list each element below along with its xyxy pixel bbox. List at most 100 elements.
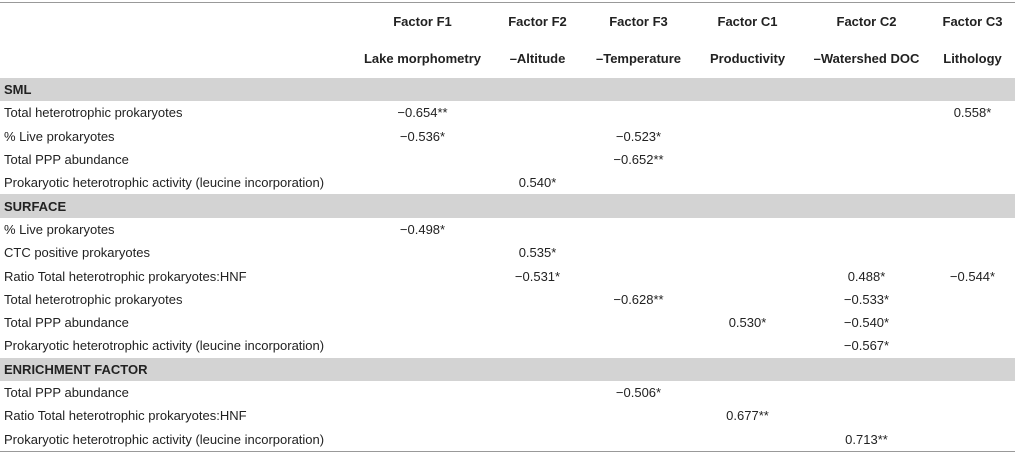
table-header: Factor F1 Factor F2 Factor F3 Factor C1 Fact… bbox=[0, 3, 1015, 79]
cell bbox=[585, 264, 692, 287]
row-label: Prokaryotic heterotrophic activity (leuc… bbox=[4, 175, 325, 191]
cell bbox=[930, 218, 1015, 241]
cell bbox=[585, 427, 692, 451]
cell bbox=[803, 381, 930, 404]
cell: 0.558* bbox=[953, 105, 992, 121]
cell bbox=[692, 288, 803, 311]
row-label: % Live prokaryotes bbox=[4, 128, 115, 144]
cell bbox=[585, 218, 692, 241]
cell bbox=[355, 311, 490, 334]
row-label: Prokaryotic heterotrophic activity (leuc… bbox=[4, 431, 325, 447]
row-label: Ratio Total heterotrophic prokaryotes:HN… bbox=[4, 408, 247, 424]
cell bbox=[803, 148, 930, 171]
cell: 0.530* bbox=[728, 315, 767, 331]
factor-description: Productivity bbox=[709, 51, 786, 66]
cell: −0.536* bbox=[399, 128, 446, 144]
section-title: SML bbox=[0, 78, 1015, 102]
cell: −0.540* bbox=[843, 315, 890, 331]
data-row: % Live prokaryotes −0.498* bbox=[0, 218, 1015, 241]
factor-description: –Temperature bbox=[595, 51, 681, 66]
cell bbox=[803, 404, 930, 427]
cell bbox=[355, 171, 490, 194]
data-row: Prokaryotic heterotrophic activity (leuc… bbox=[0, 427, 1015, 451]
cell bbox=[930, 334, 1015, 357]
data-row: Prokaryotic heterotrophic activity (leuc… bbox=[0, 334, 1015, 357]
cell: −0.531* bbox=[514, 268, 561, 284]
cell bbox=[490, 148, 585, 171]
cell bbox=[692, 381, 803, 404]
row-label: Total PPP abundance bbox=[4, 152, 129, 168]
cell bbox=[585, 404, 692, 427]
cell: 0.677** bbox=[726, 408, 769, 424]
row-label: Total heterotrophic prokaryotes bbox=[4, 291, 183, 307]
cell bbox=[930, 381, 1015, 404]
cell: −0.654** bbox=[397, 105, 448, 121]
data-row: Ratio Total heterotrophic prokaryotes:HN… bbox=[0, 264, 1015, 287]
cell bbox=[930, 288, 1015, 311]
cell bbox=[930, 241, 1015, 264]
cell bbox=[490, 427, 585, 451]
cell bbox=[355, 288, 490, 311]
cell bbox=[803, 218, 930, 241]
cell bbox=[930, 427, 1015, 451]
factor-name: Factor C3 bbox=[942, 13, 1003, 29]
header-cell bbox=[0, 3, 355, 40]
cell bbox=[803, 125, 930, 148]
cell: −0.533* bbox=[843, 291, 890, 307]
factor-name: Factor F2 bbox=[508, 13, 567, 29]
data-row: Total PPP abundance −0.652** bbox=[0, 148, 1015, 171]
data-row: Total heterotrophic prokaryotes −0.628** −… bbox=[0, 288, 1015, 311]
factor-name: Factor F3 bbox=[609, 13, 668, 29]
cell bbox=[803, 241, 930, 264]
cell bbox=[355, 404, 490, 427]
row-label: Total heterotrophic prokaryotes bbox=[4, 105, 183, 121]
cell bbox=[692, 241, 803, 264]
cell bbox=[490, 404, 585, 427]
cell: −0.523* bbox=[615, 128, 662, 144]
table-body: SML Total heterotrophic prokaryotes −0.654… bbox=[0, 78, 1015, 451]
cell bbox=[585, 171, 692, 194]
cell bbox=[692, 101, 803, 124]
data-row: Total heterotrophic prokaryotes −0.654** 0… bbox=[0, 101, 1015, 124]
cell bbox=[692, 171, 803, 194]
cell bbox=[692, 218, 803, 241]
cell bbox=[692, 264, 803, 287]
cell bbox=[490, 218, 585, 241]
cell bbox=[490, 288, 585, 311]
header-cell bbox=[0, 39, 355, 78]
row-label: Total PPP abundance bbox=[4, 315, 129, 331]
data-row: % Live prokaryotes −0.536* −0.523* bbox=[0, 125, 1015, 148]
cell bbox=[355, 264, 490, 287]
data-row: Total PPP abundance 0.530* −0.540* bbox=[0, 311, 1015, 334]
cell bbox=[803, 101, 930, 124]
cell: −0.652** bbox=[613, 152, 664, 168]
data-row: CTC positive prokaryotes 0.535* bbox=[0, 241, 1015, 264]
cell bbox=[490, 101, 585, 124]
cell bbox=[692, 427, 803, 451]
row-label: % Live prokaryotes bbox=[4, 221, 115, 237]
cell bbox=[355, 241, 490, 264]
cell bbox=[490, 125, 585, 148]
cell bbox=[355, 427, 490, 451]
cell bbox=[490, 311, 585, 334]
cell: 0.535* bbox=[518, 245, 557, 261]
cell: −0.567* bbox=[843, 338, 890, 354]
cell bbox=[585, 241, 692, 264]
factor-description: Lithology bbox=[943, 51, 1002, 66]
factor-description: –Watershed DOC bbox=[813, 51, 920, 66]
row-label: CTC positive prokaryotes bbox=[4, 245, 150, 261]
section-title: ENRICHMENT FACTOR bbox=[0, 357, 1015, 381]
row-label: Ratio Total heterotrophic prokaryotes:HN… bbox=[4, 268, 247, 284]
cell bbox=[930, 125, 1015, 148]
header-row: Factor F1 Factor F2 Factor F3 Factor C1 Fact… bbox=[0, 3, 1015, 40]
cell bbox=[930, 148, 1015, 171]
cell: −0.628** bbox=[613, 291, 664, 307]
data-row: Prokaryotic heterotrophic activity (leuc… bbox=[0, 171, 1015, 194]
row-label: Total PPP abundance bbox=[4, 385, 129, 400]
cell bbox=[930, 311, 1015, 334]
cell: 0.713** bbox=[845, 431, 888, 447]
cell bbox=[692, 125, 803, 148]
row-label: Prokaryotic heterotrophic activity (leuc… bbox=[4, 338, 325, 354]
cell bbox=[692, 334, 803, 357]
